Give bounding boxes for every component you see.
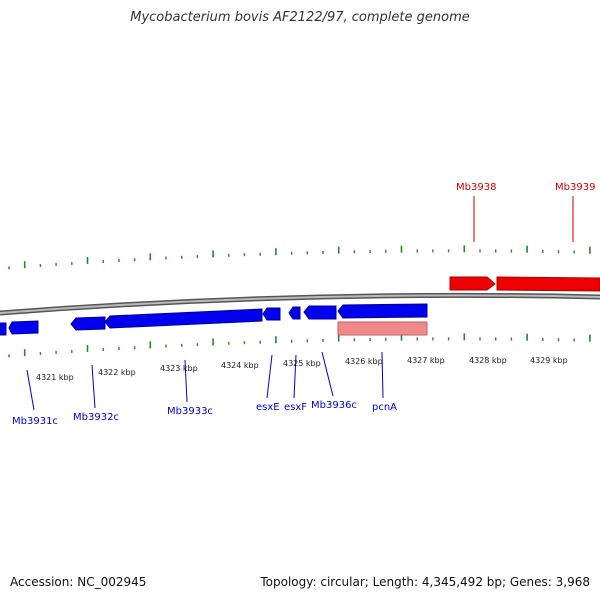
gene-label-mb3938[interactable]: Mb3938 <box>456 182 496 193</box>
gene-arrow-pcnA[interactable] <box>337 303 428 319</box>
gene-arrow-mb3932c[interactable] <box>70 316 106 331</box>
topology-label: Topology: circular; Length: 4,345,492 bp… <box>260 575 590 589</box>
kbp-label: 4329 kbp <box>530 356 568 365</box>
top-tick-row <box>8 245 591 270</box>
gene-arrow-mb3931c[interactable] <box>8 320 39 335</box>
gene-label-esxE[interactable]: esxE <box>256 402 280 413</box>
gene-arrow-mb3938[interactable] <box>449 276 496 291</box>
kbp-label: 4321 kbp <box>36 373 74 382</box>
reverse-gene-track <box>0 303 428 336</box>
kbp-label: 4323 kbp <box>160 364 198 373</box>
gene-arrow-esxF[interactable] <box>288 306 301 320</box>
gene-label-mb3931c[interactable]: Mb3931c <box>12 416 58 427</box>
forward-gene-track <box>449 276 600 292</box>
kbp-axis-labels: 4321 kbp 4322 kbp 4323 kbp 4324 kbp 4325… <box>36 356 568 382</box>
gene-arrow-mb3930c[interactable] <box>0 322 7 336</box>
kbp-label: 4325 kbp <box>283 359 321 368</box>
gene-arrow-mb3933c[interactable] <box>104 308 263 329</box>
bottom-tick-row <box>8 333 591 358</box>
page-title: Mycobacterium bovis AF2122/97, complete … <box>130 10 470 25</box>
accession-label: Accession: NC_002945 <box>10 575 147 589</box>
gene-label-pcnA[interactable]: pcnA <box>372 402 397 413</box>
forward-gene-labels: Mb3938 Mb3939 <box>456 182 595 242</box>
kbp-label: 4327 kbp <box>407 356 445 365</box>
gene-label-mb3932c[interactable]: Mb3932c <box>73 412 119 423</box>
gene-label-mb3939[interactable]: Mb3939 <box>555 182 595 193</box>
gene-arrow-esxE[interactable] <box>262 307 281 321</box>
gene-label-mb3936c[interactable]: Mb3936c <box>311 400 357 411</box>
kbp-label: 4322 kbp <box>98 368 136 377</box>
pseudo-feature-pcnA[interactable] <box>337 321 428 336</box>
reverse-gene-labels: Mb3931c Mb3932c Mb3933c esxE esxF Mb3936… <box>12 351 397 427</box>
kbp-label: 4328 kbp <box>469 356 507 365</box>
kbp-label: 4326 kbp <box>345 357 383 366</box>
gene-arrow-mb3939[interactable] <box>496 276 600 292</box>
gene-label-esxF[interactable]: esxF <box>284 402 307 413</box>
kbp-label: 4324 kbp <box>221 361 259 370</box>
gene-arrow-mb3936c[interactable] <box>303 305 337 320</box>
gene-label-mb3933c[interactable]: Mb3933c <box>167 406 213 417</box>
